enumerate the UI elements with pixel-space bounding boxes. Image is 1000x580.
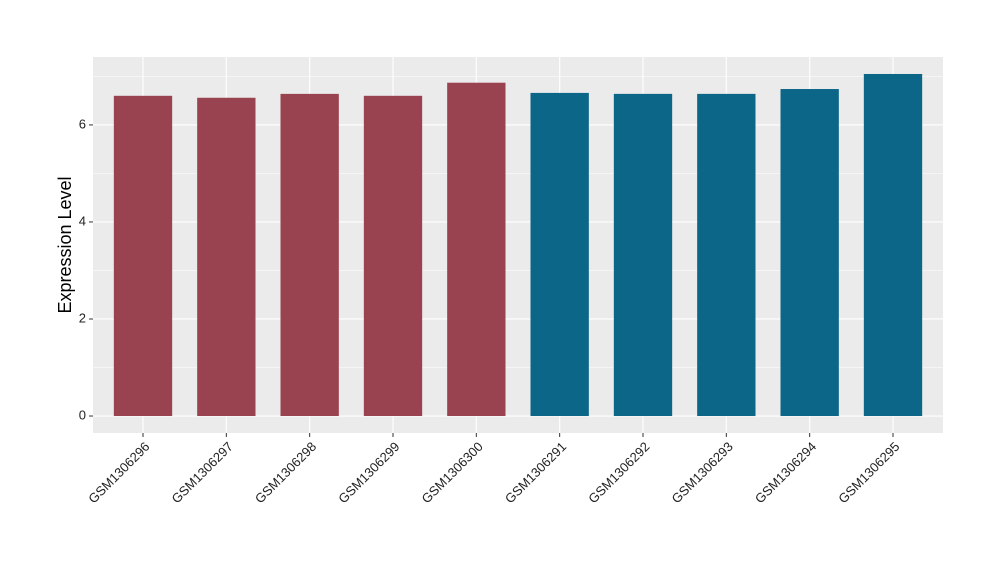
y-tick-label: 2	[79, 310, 86, 325]
bar	[780, 89, 839, 417]
y-tick-label: 6	[79, 116, 86, 131]
y-axis-label: Expression Level	[55, 176, 75, 313]
bar	[613, 93, 673, 417]
x-tick-label: GSM1306294	[752, 439, 819, 506]
bar	[363, 95, 423, 417]
bar	[530, 92, 589, 417]
y-tick-label: 4	[79, 213, 86, 228]
x-tick-label: GSM1306298	[252, 439, 319, 506]
x-tick-label: GSM1306299	[335, 439, 402, 506]
y-tick-label: 0	[79, 407, 86, 422]
bar	[697, 93, 756, 417]
bar	[863, 73, 923, 417]
bar	[447, 82, 506, 417]
x-tick-label: GSM1306297	[169, 439, 236, 506]
bar	[113, 95, 173, 417]
bar	[197, 97, 256, 417]
x-tick-label: GSM1306296	[85, 439, 152, 506]
x-tick-label: GSM1306293	[669, 439, 736, 506]
x-tick-label: GSM1306295	[835, 439, 902, 506]
x-tick-label: GSM1306300	[419, 439, 486, 506]
x-tick-label: GSM1306291	[502, 439, 569, 506]
bar	[280, 93, 339, 417]
x-tick-label: GSM1306292	[585, 439, 652, 506]
